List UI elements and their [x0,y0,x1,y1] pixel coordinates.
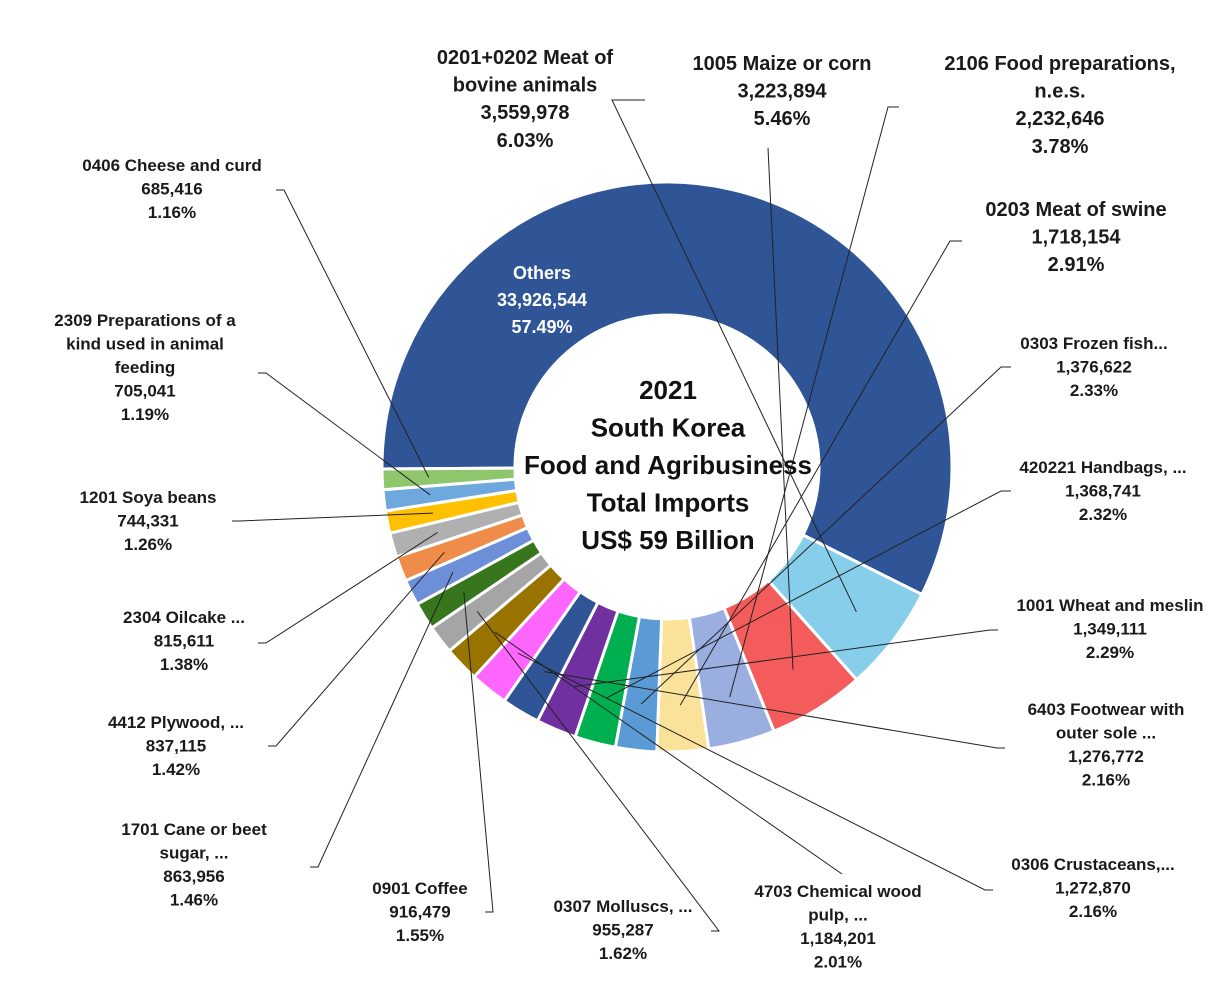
leader-line-1001-wheat-and-meslin [574,629,998,688]
slice-label-4703-chemical-wood-pulp-value: 1,184,201 [800,929,876,948]
slices-layer [380,180,954,754]
slice-label-0901-coffee-name-line-1: 0901 Coffee [372,879,467,898]
slice-label-1701-cane-or-beet-sugar-value: 863,956 [163,867,224,886]
slice-label-2106-food-preparations-n-e-s-name-line-2: n.e.s. [1034,81,1085,103]
slice-label-1201-soya-beans-percent: 1.26% [124,535,172,554]
center-title-line-5: US$ 59 Billion [581,525,754,555]
slice-label-4703-chemical-wood-pulp-name-line-2: pulp, ... [808,905,868,924]
leader-line-0303-frozen-fish [640,366,1011,705]
leader-line-0201-0202-meat-of-bovine-animals [611,99,857,613]
leader-line-0306-crustaceans [517,652,993,891]
leader-line-2309-preparations-of-a-kind-used-in-animal-feeding [258,372,431,496]
leader-line-4703-chemical-wood-pulp [494,631,843,875]
slice-label-0201-0202-meat-of-bovine-animals-name-line-1: 0201+0202 Meat of [437,47,614,69]
leader-line-1701-cane-or-beet-sugar [310,571,454,868]
slice-label-4703-chemical-wood-pulp-name-line-1: 4703 Chemical wood [754,882,921,901]
slice-label-420221-handbags-name-line-1: 420221 Handbags, ... [1019,458,1186,477]
slice-label-0901-coffee-value: 916,479 [389,902,450,921]
slice-label-1001-wheat-and-meslin-value: 1,349,111 [1073,619,1147,638]
slice-label-1701-cane-or-beet-sugar-percent: 1.46% [170,890,218,909]
slice-others [380,180,954,597]
leader-line-1201-soya-beans [232,512,434,522]
slice-label-0303-frozen-fish-name-line-1: 0303 Frozen fish... [1020,334,1167,353]
slice-label-1005-maize-or-corn-value: 3,223,894 [738,81,828,103]
slice-label-6403-footwear-with-outer-sole-value: 1,276,772 [1068,747,1144,766]
slice-label-0303-frozen-fish-value: 1,376,622 [1056,357,1132,376]
slice-label-2309-preparations-of-a-kind-used-in-animal-feeding-name-line-3: feeding [115,358,175,377]
leader-line-4412-plywood [268,551,445,747]
slice-label-1201-soya-beans-value: 744,331 [117,511,178,530]
slice-labels-layer: Others 33,926,544 57.49% 0201+0202 Meat of b… [54,47,1203,971]
slice-label-2309-preparations-of-a-kind-used-in-animal-feeding-value: 705,041 [114,381,175,400]
slice-label-1701-cane-or-beet-sugar-name-line-1: 1701 Cane or beet [121,820,267,839]
slice-label-0406-cheese-and-curd-percent: 1.16% [148,203,196,222]
slice-label-2304-oilcake-name-line-1: 2304 Oilcake ... [123,608,245,627]
slice-label-0201-0202-meat-of-bovine-animals-value: 3,559,978 [481,102,570,124]
leader-line-6403-footwear-with-outer-sole [544,671,1005,749]
leader-lines-layer [232,99,1011,932]
center-title-line-4: Total Imports [587,488,750,518]
slice-label-6403-footwear-with-outer-sole-name-line-1: 6403 Footwear with [1028,700,1185,719]
slice-label-1201-soya-beans-name-line-1: 1201 Soya beans [79,488,216,507]
leader-line-0901-coffee [463,591,494,913]
leader-line-1005-maize-or-corn [767,147,794,670]
slice-label-2309-preparations-of-a-kind-used-in-animal-feeding-name-line-1: 2309 Preparations of a [54,311,236,330]
slice-label-1005-maize-or-corn-name-line-1: 1005 Maize or corn [693,53,872,75]
slice-label-0306-crustaceans-value: 1,272,870 [1055,878,1131,897]
slice-label-1005-maize-or-corn-percent: 5.46% [754,108,811,130]
slice-label-others-pct_label: 57.49% [511,317,572,337]
slice-label-0307-molluscs-percent: 1.62% [599,944,647,963]
leader-line-0203-meat-of-swine [679,240,962,706]
slice-label-2106-food-preparations-n-e-s-name-line-1: 2106 Food preparations, [944,53,1175,75]
slice-label-0203-meat-of-swine-percent: 2.91% [1048,254,1105,276]
leader-line-420221-handbags [606,490,1011,699]
slice-label-0201-0202-meat-of-bovine-animals-name-line-2: bovine animals [453,75,598,97]
leader-line-0307-molluscs [476,611,721,932]
slice-label-1001-wheat-and-meslin-name-line-1: 1001 Wheat and meslin [1016,596,1203,615]
slice-label-2304-oilcake-percent: 1.38% [160,655,208,674]
slice-label-0203-meat-of-swine-name-line-1: 0203 Meat of swine [985,199,1166,221]
center-title-line-1: 2021 [639,375,697,405]
slice-label-2309-preparations-of-a-kind-used-in-animal-feeding-name-line-2: kind used in animal [66,334,224,353]
slice-label-0307-molluscs-name-line-1: 0307 Molluscs, ... [554,897,693,916]
slice-label-others-value_label: 33,926,544 [497,290,587,310]
slice-label-420221-handbags-value: 1,368,741 [1065,481,1141,500]
leader-line-2304-oilcake [258,531,438,644]
center-title-line-2: South Korea [591,413,746,443]
slice-label-0901-coffee-percent: 1.55% [396,926,444,945]
slice-label-0303-frozen-fish-percent: 2.33% [1070,381,1118,400]
slice-label-420221-handbags-percent: 2.32% [1079,505,1127,524]
slice-label-1001-wheat-and-meslin-percent: 2.29% [1086,643,1134,662]
slice-label-6403-footwear-with-outer-sole-name-line-2: outer sole ... [1056,723,1156,742]
slice-label-4412-plywood-name-line-1: 4412 Plywood, ... [108,713,244,732]
slice-label-4412-plywood-value: 837,115 [146,736,207,755]
slice-label-2304-oilcake-value: 815,611 [154,631,215,650]
leader-line-2106-food-preparations-n-e-s [729,106,899,698]
slice-label-4412-plywood-percent: 1.42% [152,760,200,779]
leader-line-0406-cheese-and-curd [276,189,430,478]
slice-label-0306-crustaceans-name-line-1: 0306 Crustaceans,... [1011,855,1174,874]
slice-label-0406-cheese-and-curd-value: 685,416 [141,179,202,198]
center-title: 2021 South Korea Food and Agribusiness Tota… [524,375,812,555]
slice-label-0201-0202-meat-of-bovine-animals-percent: 6.03% [497,130,554,152]
slice-label-1701-cane-or-beet-sugar-name-line-2: sugar, ... [160,843,229,862]
slice-label-2309-preparations-of-a-kind-used-in-animal-feeding-percent: 1.19% [121,405,169,424]
slice-label-6403-footwear-with-outer-sole-percent: 2.16% [1082,770,1130,789]
slice-label-0307-molluscs-value: 955,287 [592,920,653,939]
slice-label-0306-crustaceans-percent: 2.16% [1069,902,1117,921]
slice-label-0203-meat-of-swine-value: 1,718,154 [1032,227,1122,249]
slice-label-2106-food-preparations-n-e-s-percent: 3.78% [1032,136,1089,158]
slice-label-2106-food-preparations-n-e-s-value: 2,232,646 [1016,108,1105,130]
slice-label-others-name: Others [513,263,571,283]
slice-label-0406-cheese-and-curd-name-line-1: 0406 Cheese and curd [82,156,262,175]
slice-label-4703-chemical-wood-pulp-percent: 2.01% [814,952,862,971]
center-title-line-3: Food and Agribusiness [524,450,812,480]
